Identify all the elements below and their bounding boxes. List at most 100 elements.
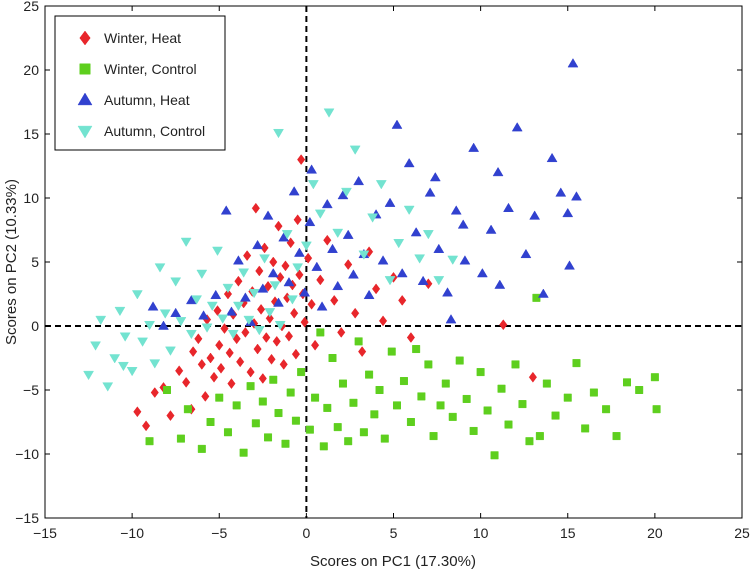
data-point <box>258 373 267 384</box>
data-point <box>166 410 175 422</box>
data-point <box>316 301 328 311</box>
data-point <box>191 295 203 305</box>
data-point <box>260 242 269 254</box>
y-tick-label: −15 <box>15 510 39 526</box>
data-point <box>149 359 161 369</box>
data-point <box>255 265 264 277</box>
data-point <box>239 448 248 457</box>
data-point <box>483 406 492 415</box>
data-point <box>159 309 171 319</box>
data-point <box>422 230 434 240</box>
data-point <box>462 394 471 403</box>
data-point <box>265 312 274 324</box>
data-point <box>253 326 265 336</box>
data-point <box>433 243 445 253</box>
data-point <box>246 382 255 391</box>
data-point <box>448 412 457 421</box>
data-point <box>293 247 305 257</box>
x-tick-label: 10 <box>473 525 489 541</box>
data-point <box>267 268 279 278</box>
data-point <box>251 202 260 214</box>
series-3 <box>83 108 459 392</box>
data-point <box>652 405 661 414</box>
data-point <box>363 289 375 300</box>
x-tick-label: −15 <box>33 525 57 541</box>
data-point <box>272 335 281 347</box>
data-point <box>162 386 171 394</box>
data-point <box>612 432 621 441</box>
x-tick-label: 25 <box>734 525 750 541</box>
legend: Winter, Heat Winter, Control Autumn, Heat A… <box>54 15 226 151</box>
data-point <box>175 365 184 377</box>
data-point <box>403 205 415 216</box>
data-point <box>197 358 206 370</box>
data-point <box>284 330 294 342</box>
y-tick-label: 25 <box>23 0 39 14</box>
x-tick-label: −5 <box>211 525 227 541</box>
data-point <box>564 260 575 270</box>
data-point <box>142 420 151 432</box>
data-point <box>520 248 532 259</box>
data-point <box>217 314 229 324</box>
data-point <box>109 354 121 364</box>
data-point <box>476 368 485 377</box>
data-point <box>232 301 244 312</box>
data-point <box>485 224 497 234</box>
data-point <box>337 326 346 338</box>
axis-ticks: −15 −10 −5 0 5 10 15 20 25 −15 −10 −5 0 5 10 15 20 25 <box>15 0 750 541</box>
data-point <box>189 346 198 358</box>
data-point <box>367 213 379 223</box>
data-point <box>234 275 243 287</box>
data-point <box>185 329 197 340</box>
y-tick-label: 20 <box>23 62 39 78</box>
data-point <box>232 401 241 410</box>
data-point <box>257 303 266 315</box>
data-point <box>258 397 267 406</box>
data-point <box>375 386 384 394</box>
data-point <box>399 377 408 386</box>
data-point <box>206 418 215 426</box>
data-point <box>263 280 273 292</box>
data-point <box>412 345 421 354</box>
data-point <box>95 315 107 326</box>
data-point <box>344 437 353 446</box>
y-tick-label: −5 <box>23 382 39 398</box>
data-point <box>227 378 236 390</box>
data-point <box>358 346 367 358</box>
data-point <box>342 229 354 239</box>
data-point <box>264 433 273 442</box>
data-point <box>243 315 255 326</box>
data-point <box>372 283 381 295</box>
data-point <box>150 387 159 398</box>
data-point <box>562 207 574 218</box>
legend-marker <box>79 63 91 75</box>
data-point <box>635 386 644 394</box>
data-point <box>170 277 182 287</box>
data-point <box>274 409 283 418</box>
data-point <box>201 390 210 402</box>
data-point <box>351 307 360 319</box>
data-point <box>518 400 527 409</box>
data-point <box>215 339 224 351</box>
reference-lines <box>45 6 742 518</box>
data-points <box>83 58 661 460</box>
legend-label: Autumn, Heat <box>104 92 190 108</box>
data-point <box>269 256 278 268</box>
data-point <box>499 319 508 331</box>
data-point <box>253 343 262 355</box>
data-point <box>133 406 142 418</box>
data-point <box>469 426 478 435</box>
data-point <box>450 205 462 215</box>
data-point <box>238 268 250 278</box>
data-point <box>571 191 582 201</box>
data-point <box>154 263 166 273</box>
y-tick-label: 0 <box>31 318 39 334</box>
data-point <box>206 301 218 312</box>
data-point <box>511 122 523 132</box>
data-point <box>117 361 129 372</box>
data-point <box>210 289 222 300</box>
data-point <box>290 307 299 319</box>
data-point <box>424 187 436 197</box>
data-point <box>246 366 255 378</box>
data-point <box>391 119 403 129</box>
